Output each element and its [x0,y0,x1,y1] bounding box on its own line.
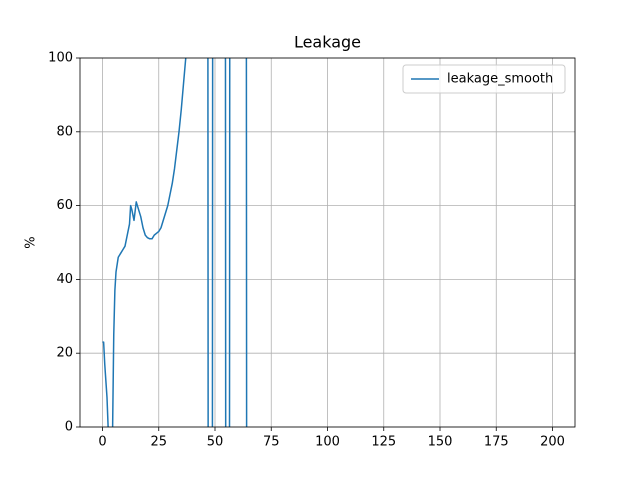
x-tick-label: 75 [263,435,280,450]
y-tick-label: 0 [65,420,73,435]
x-tick-label: 200 [540,435,565,450]
x-tick-label: 175 [484,435,509,450]
y-tick-label: 20 [56,346,73,361]
data-line [102,58,248,427]
x-tick-label: 150 [428,435,453,450]
chart-title: Leakage [294,33,361,52]
x-tick-label: 25 [150,435,167,450]
x-tick-label: 125 [371,435,396,450]
x-tick-label: 50 [207,435,224,450]
x-tick-label: 100 [315,435,340,450]
y-tick-label: 60 [56,198,73,213]
legend-label: leakage_smooth [447,72,553,87]
y-axis-label: % [24,236,39,248]
y-tick-label: 80 [56,124,73,139]
y-tick-label: 100 [48,51,73,66]
x-tick-label: 0 [98,435,106,450]
axes-frame [79,57,576,428]
y-tick-label: 40 [56,272,73,287]
plot-area [102,58,248,427]
legend-box [402,64,566,94]
